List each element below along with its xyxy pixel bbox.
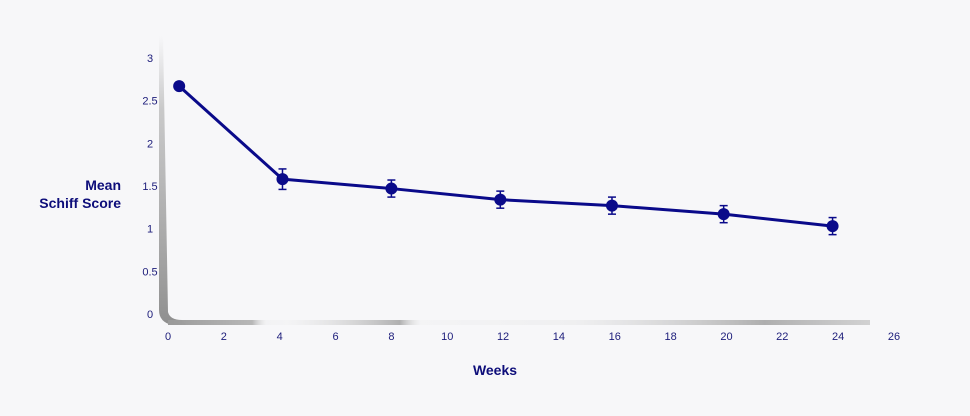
x-tick-label: 16 xyxy=(609,331,621,343)
x-tick-labels: 0 2 4 6 8 10 12 14 16 18 20 22 24 26 xyxy=(165,331,900,343)
y-tick-labels: 0 0.5 1 1.5 2 2.5 3 xyxy=(142,53,157,321)
x-tick-label: 10 xyxy=(441,331,453,343)
x-tick-label: 26 xyxy=(888,331,900,343)
y-tick-label: 0.5 xyxy=(142,266,157,278)
data-point xyxy=(826,220,839,233)
x-tick-label: 24 xyxy=(832,331,844,343)
y-tick-label: 1.5 xyxy=(142,181,157,193)
y-tick-label: 3 xyxy=(147,53,153,65)
x-tick-label: 0 xyxy=(165,331,171,343)
x-axis-line xyxy=(168,320,870,325)
x-axis xyxy=(168,320,870,325)
data-point xyxy=(494,193,507,206)
series-line xyxy=(178,85,833,228)
x-tick-label: 8 xyxy=(388,331,394,343)
y-tick-label: 2 xyxy=(147,138,153,150)
x-tick-label: 6 xyxy=(332,331,338,343)
x-tick-label: 20 xyxy=(720,331,732,343)
x-tick-label: 4 xyxy=(277,331,283,343)
data-point xyxy=(173,80,186,93)
series-layer xyxy=(173,80,839,236)
y-axis-title-line-2: Schiff Score xyxy=(39,195,121,211)
data-point xyxy=(385,182,398,195)
x-axis-title: Weeks xyxy=(473,362,517,378)
data-point xyxy=(605,199,618,212)
y-axis-title-line-1: Mean xyxy=(85,177,121,193)
x-tick-label: 14 xyxy=(553,331,565,343)
y-tick-label: 0 xyxy=(147,309,153,321)
x-tick-label: 22 xyxy=(776,331,788,343)
y-tick-label: 2.5 xyxy=(142,96,157,108)
x-tick-label: 12 xyxy=(497,331,509,343)
y-axis-line xyxy=(159,36,186,325)
data-point xyxy=(717,208,730,221)
x-tick-label: 18 xyxy=(664,331,676,343)
y-axis xyxy=(159,36,186,325)
data-point xyxy=(276,173,289,186)
y-tick-label: 1 xyxy=(147,224,153,236)
x-tick-label: 2 xyxy=(221,331,227,343)
